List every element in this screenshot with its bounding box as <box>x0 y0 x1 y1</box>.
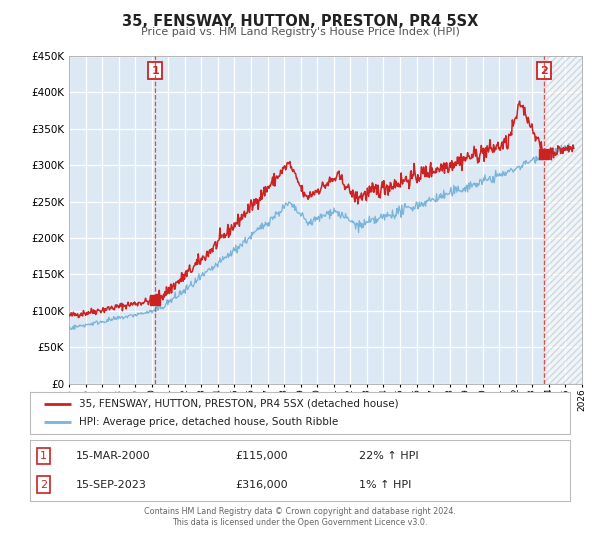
Text: Contains HM Land Registry data © Crown copyright and database right 2024.: Contains HM Land Registry data © Crown c… <box>144 507 456 516</box>
Text: Price paid vs. HM Land Registry's House Price Index (HPI): Price paid vs. HM Land Registry's House … <box>140 27 460 37</box>
Text: 2: 2 <box>40 479 47 489</box>
Text: £316,000: £316,000 <box>235 479 288 489</box>
Text: 1% ↑ HPI: 1% ↑ HPI <box>359 479 412 489</box>
Text: 1: 1 <box>40 451 47 461</box>
Text: HPI: Average price, detached house, South Ribble: HPI: Average price, detached house, Sout… <box>79 417 338 427</box>
Text: £115,000: £115,000 <box>235 451 288 461</box>
Text: 15-MAR-2000: 15-MAR-2000 <box>76 451 151 461</box>
Text: 22% ↑ HPI: 22% ↑ HPI <box>359 451 419 461</box>
Text: 15-SEP-2023: 15-SEP-2023 <box>76 479 147 489</box>
Text: 2: 2 <box>540 66 548 76</box>
Text: This data is licensed under the Open Government Licence v3.0.: This data is licensed under the Open Gov… <box>172 518 428 527</box>
Text: 35, FENSWAY, HUTTON, PRESTON, PR4 5SX: 35, FENSWAY, HUTTON, PRESTON, PR4 5SX <box>122 14 478 29</box>
Text: 1: 1 <box>151 66 159 76</box>
Text: 35, FENSWAY, HUTTON, PRESTON, PR4 5SX (detached house): 35, FENSWAY, HUTTON, PRESTON, PR4 5SX (d… <box>79 399 398 409</box>
